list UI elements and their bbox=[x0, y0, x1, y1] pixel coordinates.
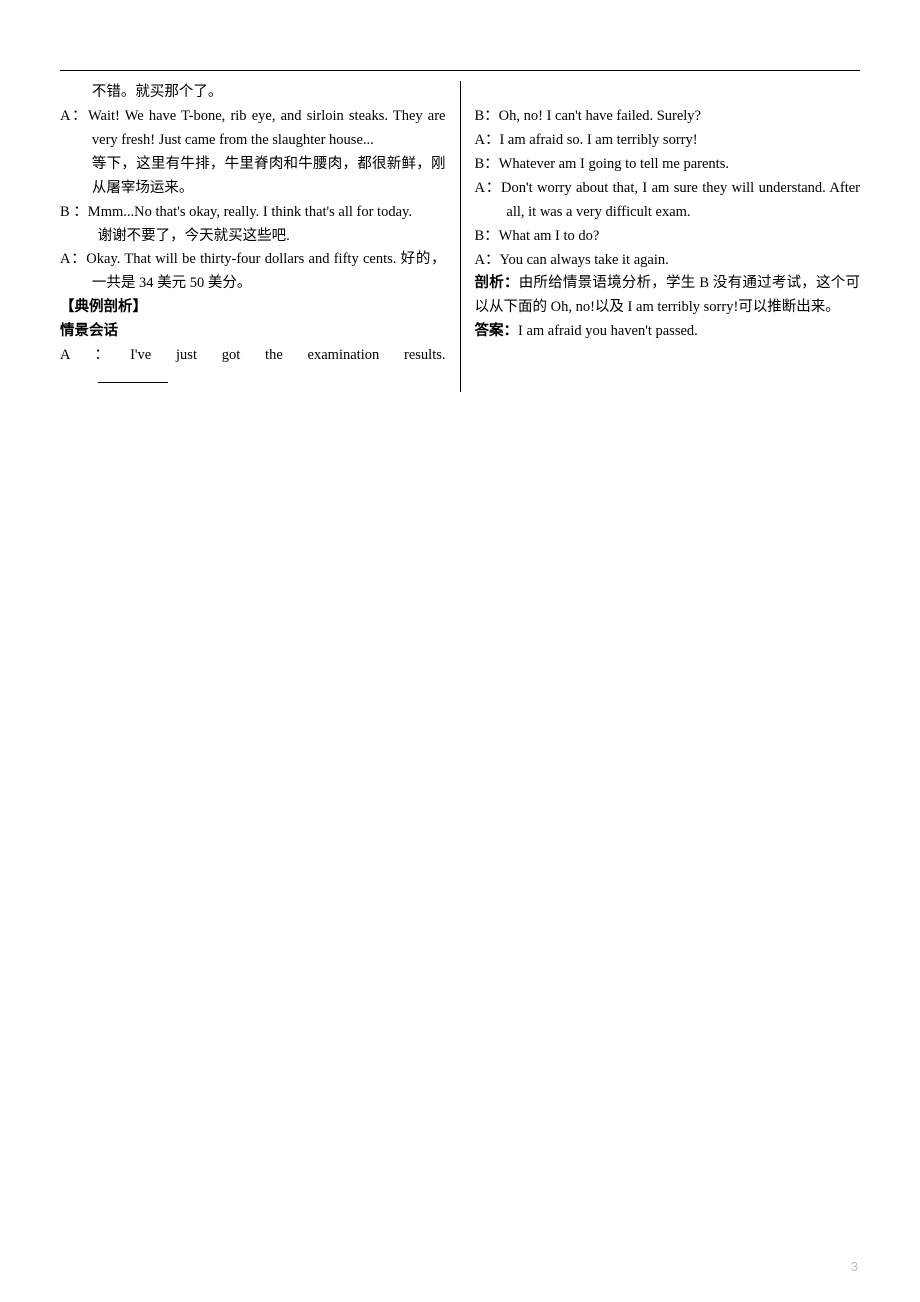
right-column: B：Oh, no! I can't have failed. Surely? A… bbox=[461, 81, 861, 392]
dialog-line: A：Okay. That will be thirty-four dollars… bbox=[60, 248, 446, 296]
dialog-line: B：Oh, no! I can't have failed. Surely? bbox=[475, 105, 861, 129]
analysis-label: 剖析： bbox=[475, 275, 519, 291]
two-column-layout: 不错。就买那个了。 A：Wait! We have T-bone, rib ey… bbox=[60, 81, 860, 392]
dialog-line: A：Don't worry about that, I am sure they… bbox=[475, 177, 861, 225]
horizontal-rule bbox=[60, 70, 860, 71]
dialog-line: A ：I've just got the examination results… bbox=[60, 344, 446, 368]
dialog-line: B：What am I to do? bbox=[475, 225, 861, 249]
dialog-line: B ：Mmm...No that's okay, really. I think… bbox=[60, 201, 446, 225]
dialog-line: B：Whatever am I going to tell me parents… bbox=[475, 153, 861, 177]
fill-blank bbox=[60, 368, 446, 392]
page-container: 不错。就买那个了。 A：Wait! We have T-bone, rib ey… bbox=[0, 0, 920, 392]
answer-text: I am afraid you haven't passed. bbox=[518, 323, 698, 339]
analysis-text: 由所给情景语境分析，学生 B 没有通过考试，这个可以从下面的 Oh, no!以及… bbox=[475, 275, 861, 315]
dialog-line: 不错。就买那个了。 bbox=[60, 81, 446, 105]
dialog-line: A：Wait! We have T-bone, rib eye, and sir… bbox=[60, 105, 446, 153]
page-number: 3 bbox=[851, 1259, 858, 1274]
dialog-line: A：You can always take it again. bbox=[475, 249, 861, 273]
section-heading: 情景会话 bbox=[60, 320, 446, 344]
blank-line bbox=[98, 369, 168, 384]
left-column: 不错。就买那个了。 A：Wait! We have T-bone, rib ey… bbox=[60, 81, 461, 392]
top-spacer bbox=[475, 81, 861, 105]
dialog-translation: 谢谢不要了，今天就买这些吧. bbox=[60, 225, 446, 249]
analysis-line: 剖析：由所给情景语境分析，学生 B 没有通过考试，这个可以从下面的 Oh, no… bbox=[475, 272, 861, 320]
answer-label: 答案： bbox=[475, 323, 519, 339]
section-heading: 【典例剖析】 bbox=[60, 296, 446, 320]
dialog-translation: 等下，这里有牛排，牛里脊肉和牛腰肉，都很新鲜，刚从屠宰场运来。 bbox=[60, 153, 446, 201]
dialog-line: A：I am afraid so. I am terribly sorry! bbox=[475, 129, 861, 153]
answer-line: 答案：I am afraid you haven't passed. bbox=[475, 320, 861, 344]
